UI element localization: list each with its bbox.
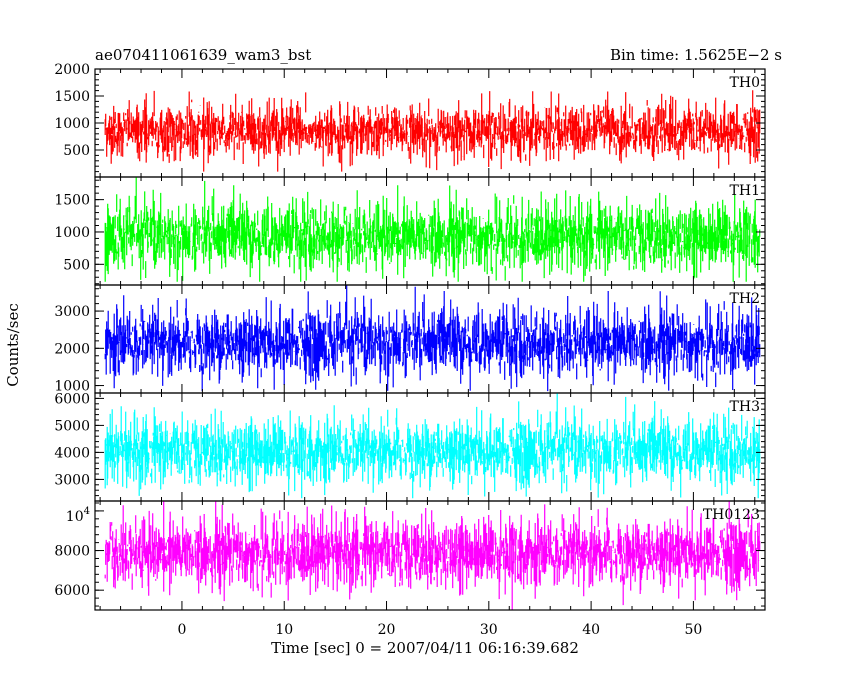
y-tick-label: 8000 [54,544,90,560]
y-tick-label: 1000 [54,225,90,241]
y-tick-label: 1000 [54,116,90,132]
panel-label: TH1 [730,183,760,199]
y-tick-label: 4000 [54,445,90,461]
panel-label: TH3 [730,399,760,415]
x-axis-label: Time [sec] 0 = 2007/04/11 06:16:39.682 [271,639,579,657]
y-tick-label: 1500 [54,89,90,105]
y-tick-label: 2000 [54,62,90,78]
tick-base: 10 [66,509,84,525]
panel-label: TH0 [730,75,760,91]
panel-th3: 3000 4000 5000 6000 TH3 [54,391,766,502]
series-th1 [104,177,761,282]
panel-th0123: 6000 8000 104 TH0123 [54,500,766,611]
x-tick-label: 50 [684,622,702,638]
panel-th0: 500 1000 1500 2000 TH0 [54,62,766,178]
panel-th1: 500 1000 1500 TH1 [54,176,766,286]
y-tick-label: 3000 [54,304,90,320]
y-tick-label: 5000 [54,418,90,434]
y-tick-label: 500 [63,143,90,159]
x-tick-label: 40 [582,622,600,638]
panels: 500100015002000TH050010001500TH110002000… [54,62,766,638]
y-tick-label: 6000 [54,391,90,407]
panel-th2: 1000 2000 3000 TH2 [54,284,766,395]
y-tick-label: 104 [66,506,90,525]
tick-exponent: 4 [84,506,90,517]
series-th0123 [104,501,761,610]
panel-label: TH2 [730,291,760,307]
series-th0 [104,90,761,172]
chart-title: ae070411061639_wam3_bst [95,46,311,64]
x-tick-label: 10 [275,622,293,638]
y-tick-label: 6000 [54,583,90,599]
y-tick-label: 3000 [54,472,90,488]
panel-label: TH0123 [703,507,760,523]
series-th3 [104,393,761,499]
x-tick-label: 20 [378,622,396,638]
y-tick-label: 2000 [54,341,90,357]
x-tick-label: 30 [480,622,498,638]
y-axis-label: Counts/sec [4,303,22,387]
y-tick-label: 500 [63,257,90,273]
y-tick-label: 1500 [54,193,90,209]
panel-frame [94,500,766,611]
series-th2 [104,285,761,392]
y-tick-label: 1000 [54,379,90,395]
bin-time-label: Bin time: 1.5625E−2 s [610,46,782,64]
x-tick-label: 0 [177,622,186,638]
